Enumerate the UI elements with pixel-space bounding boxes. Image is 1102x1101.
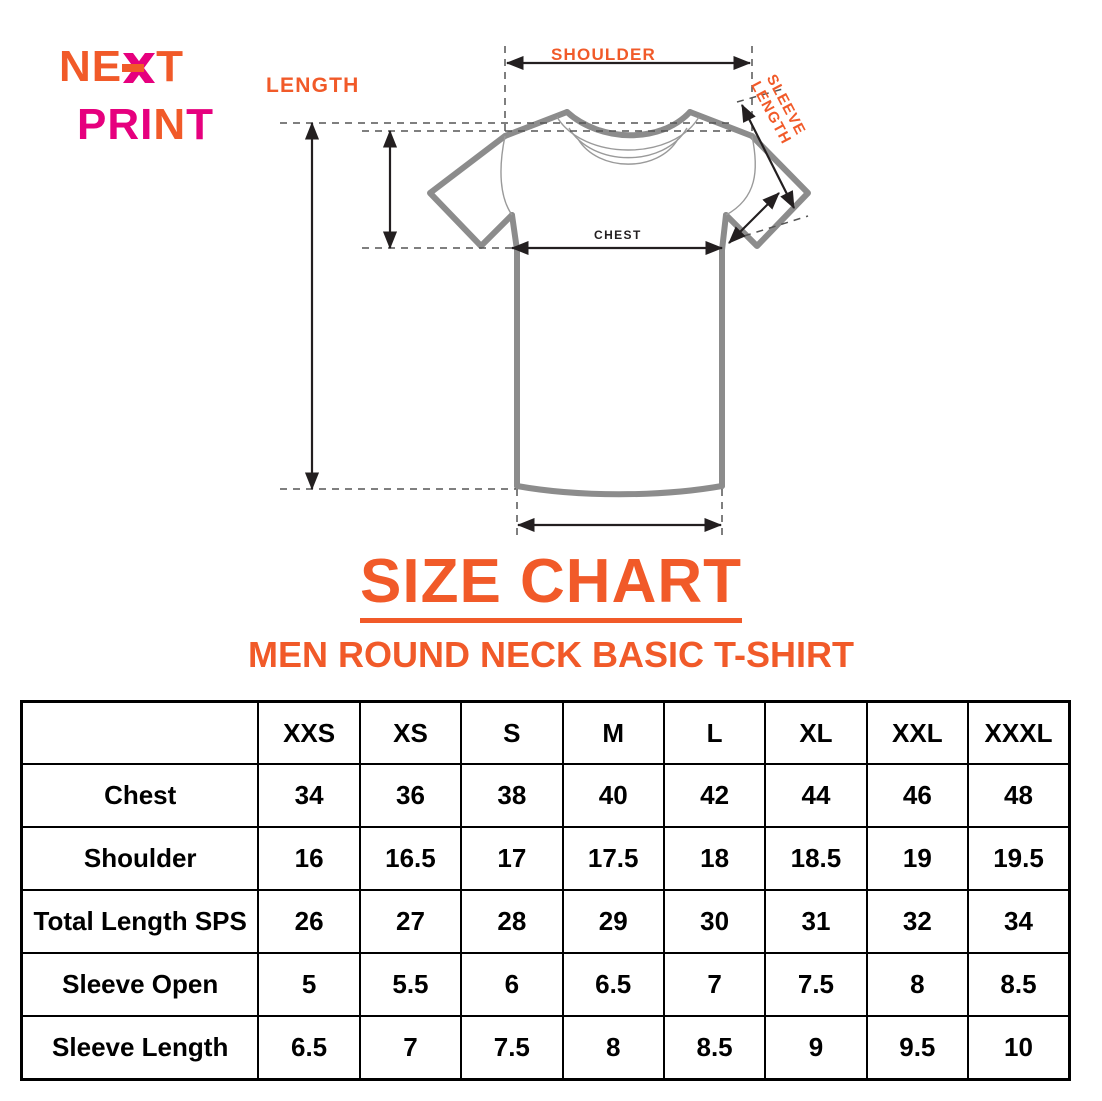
cell-sleeve-open-xxs: 5 [257, 952, 361, 1017]
cell-chest-xs: 36 [358, 763, 463, 828]
cell-shoulder-xxxl: 19.5 [967, 826, 1071, 891]
logo-letter-t2: T [186, 100, 215, 149]
tshirt-outline-icon [427, 109, 811, 498]
cell-chest-s: 38 [460, 763, 564, 828]
table-header-xl: XL [764, 700, 868, 765]
cell-sleeve-open-s: 6 [460, 952, 564, 1017]
table-row: Shoulder 16 16.5 17 17.5 18 18.5 19 19.5 [20, 826, 1071, 891]
row-label-chest: Chest [20, 763, 260, 828]
dimension-arrows [304, 55, 795, 533]
table-header-m: M [561, 700, 665, 765]
size-table: XXS XS S M L XL XXL XXXL Chest 34 36 38 … [20, 700, 1071, 1081]
table-row: Chest 34 36 38 40 42 44 46 48 [20, 763, 1071, 828]
logo-letter-x-icon [122, 51, 156, 85]
cell-sleeve-open-l: 7 [662, 952, 767, 1017]
cell-sleeve-length-xs: 7 [358, 1015, 463, 1081]
sleeve-length-arrow [741, 104, 795, 209]
row-label-sleeve-open: Sleeve Open [20, 952, 260, 1017]
cell-shoulder-l: 18 [662, 826, 767, 891]
cell-sleeve-length-xxxl: 10 [967, 1015, 1071, 1081]
brand-logo: NE T PRINT [55, 42, 285, 162]
cell-sleeve-length-m: 8 [561, 1015, 665, 1081]
cell-sleeve-open-xl: 7.5 [764, 952, 868, 1017]
table-header-xxl: XXL [865, 700, 970, 765]
table-header-xxxl: XXXL [967, 700, 1071, 765]
cell-shoulder-m: 17.5 [561, 826, 665, 891]
cell-shoulder-xs: 16.5 [358, 826, 463, 891]
logo-letter-p: P [77, 100, 108, 149]
table-row: Total Length SPS 26 27 28 29 30 31 32 34 [20, 889, 1071, 954]
cell-total-length-s: 28 [460, 889, 564, 954]
cell-total-length-l: 30 [662, 889, 767, 954]
cell-sleeve-length-s: 7.5 [460, 1015, 564, 1081]
chest-label: CHEST [594, 228, 642, 242]
row-label-sleeve-length: Sleeve Length [20, 1015, 260, 1081]
table-header-l: L [662, 700, 767, 765]
table-header-row: XXS XS S M L XL XXL XXXL [20, 700, 1071, 765]
shoulder-label: SHOULDER [551, 45, 656, 64]
row-label-shoulder: Shoulder [20, 826, 260, 891]
brand-logo-print: PRINT [77, 100, 285, 150]
table-header-s: S [460, 700, 564, 765]
logo-letter-r: R [107, 100, 141, 149]
cell-sleeve-open-xxl: 8 [865, 952, 970, 1017]
logo-letter-n: N [59, 42, 92, 91]
table-header-xs: XS [358, 700, 463, 765]
logo-letter-e: E [91, 42, 123, 91]
row-label-total-length-sps: Total Length SPS [20, 889, 260, 954]
page-title: SIZE CHART [0, 546, 1102, 623]
tshirt-technical-drawing: LENGTH SHOULDER SLEEVE LENGTH CHEST [0, 0, 1102, 545]
table-row: Sleeve Open 5 5.5 6 6.5 7 7.5 8 8.5 [20, 952, 1071, 1017]
page-title-text: SIZE CHART [360, 547, 742, 623]
cell-chest-xxs: 34 [257, 763, 361, 828]
cell-total-length-xxs: 26 [257, 889, 361, 954]
cell-chest-xxxl: 48 [967, 763, 1071, 828]
size-table-container: XXS XS S M L XL XXL XXXL Chest 34 36 38 … [20, 700, 1071, 1081]
logo-letter-i: I [140, 100, 154, 149]
cell-sleeve-length-xxl: 9.5 [865, 1015, 970, 1081]
logo-letter-n2: N [153, 100, 187, 149]
cell-sleeve-open-xxxl: 8.5 [967, 952, 1071, 1017]
table-corner-cell [20, 700, 260, 765]
cell-sleeve-length-xxs: 6.5 [257, 1015, 361, 1081]
cell-sleeve-open-xs: 5.5 [358, 952, 463, 1017]
cell-total-length-xs: 27 [358, 889, 463, 954]
table-row: Sleeve Length 6.5 7 7.5 8 8.5 9 9.5 10 [20, 1015, 1071, 1081]
cell-shoulder-xl: 18.5 [764, 826, 868, 891]
length-label: LENGTH [266, 74, 360, 97]
cell-total-length-xl: 31 [764, 889, 868, 954]
cell-sleeve-length-l: 8.5 [662, 1015, 767, 1081]
cell-chest-xxl: 46 [865, 763, 970, 828]
tshirt-svg [280, 46, 811, 536]
cell-shoulder-s: 17 [460, 826, 564, 891]
table-header-xxs: XXS [257, 700, 361, 765]
cell-total-length-m: 29 [561, 889, 665, 954]
sleeve-inner-arrow [728, 192, 780, 244]
cell-chest-l: 42 [662, 763, 767, 828]
logo-letter-t: T [156, 42, 185, 91]
cell-sleeve-open-m: 6.5 [561, 952, 665, 1017]
cell-chest-xl: 44 [764, 763, 868, 828]
cell-shoulder-xxs: 16 [257, 826, 361, 891]
cell-total-length-xxxl: 34 [967, 889, 1071, 954]
page-subtitle: MEN ROUND NECK BASIC T-SHIRT [247, 634, 854, 675]
cell-chest-m: 40 [561, 763, 665, 828]
cell-sleeve-length-xl: 9 [764, 1015, 868, 1081]
cell-shoulder-xxl: 19 [865, 826, 970, 891]
cell-total-length-xxl: 32 [865, 889, 970, 954]
brand-logo-next: NE T [59, 42, 285, 92]
